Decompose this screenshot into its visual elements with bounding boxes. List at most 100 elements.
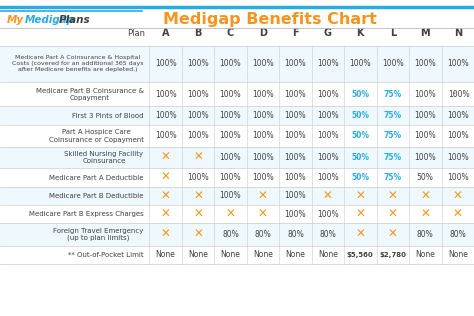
Text: Foreign Travel Emergency
(up to plan limits): Foreign Travel Emergency (up to plan lim… (53, 228, 144, 241)
Text: N: N (454, 28, 462, 38)
Text: ✕: ✕ (388, 189, 398, 203)
Text: 100%: 100% (284, 191, 306, 200)
Text: 100%: 100% (284, 153, 306, 162)
Text: 100%: 100% (252, 173, 274, 182)
Text: Medicare Part A Coinsurance & Hospital
Costs (covered for an additional 365 days: Medicare Part A Coinsurance & Hospital C… (12, 56, 144, 72)
Text: Plan: Plan (128, 29, 146, 38)
Text: G: G (324, 28, 332, 38)
Text: 100%: 100% (317, 111, 339, 120)
Text: 100%: 100% (219, 153, 241, 162)
Text: 75%: 75% (384, 90, 402, 99)
FancyBboxPatch shape (0, 223, 474, 246)
Text: ✕: ✕ (453, 208, 463, 221)
Text: 80%: 80% (255, 230, 271, 239)
Text: 100%: 100% (252, 59, 274, 69)
Text: None: None (415, 250, 435, 259)
Text: My: My (7, 15, 24, 25)
Text: ✕: ✕ (258, 208, 268, 221)
Text: 100%: 100% (219, 191, 241, 200)
Text: 100%: 100% (317, 210, 339, 219)
Text: None: None (318, 250, 338, 259)
Text: 100%: 100% (317, 153, 339, 162)
Text: 75%: 75% (384, 153, 402, 162)
Text: C: C (227, 28, 234, 38)
Text: None: None (188, 250, 208, 259)
Text: ✕: ✕ (193, 208, 203, 221)
Text: 100%: 100% (155, 59, 176, 69)
FancyBboxPatch shape (0, 46, 474, 82)
Text: 100%: 100% (187, 173, 209, 182)
Text: 50%: 50% (417, 173, 434, 182)
Text: ✕: ✕ (161, 171, 171, 184)
Text: Medigap: Medigap (25, 15, 75, 25)
Text: 100%: 100% (284, 111, 306, 120)
Text: 100%: 100% (219, 90, 241, 99)
Text: 50%: 50% (351, 111, 369, 120)
Text: Medicare Part B Deductible: Medicare Part B Deductible (49, 193, 144, 199)
FancyBboxPatch shape (0, 147, 474, 168)
Text: 100%: 100% (447, 131, 469, 140)
Text: 100%: 100% (219, 59, 241, 69)
Text: ✕: ✕ (356, 208, 365, 221)
Text: 100%: 100% (317, 173, 339, 182)
Text: 100%: 100% (219, 111, 241, 120)
Text: Skilled Nursing Facility
Coinsurance: Skilled Nursing Facility Coinsurance (64, 151, 144, 164)
Text: 100%: 100% (317, 90, 339, 99)
Text: ✕: ✕ (388, 228, 398, 241)
Text: ✕: ✕ (161, 151, 171, 164)
Text: 100%: 100% (219, 173, 241, 182)
FancyBboxPatch shape (0, 187, 474, 205)
Text: 100%: 100% (187, 59, 209, 69)
Text: $2,780: $2,780 (379, 252, 406, 258)
Text: 100%: 100% (447, 111, 469, 120)
Text: 100%: 100% (252, 90, 274, 99)
FancyBboxPatch shape (0, 106, 474, 125)
Text: 100%: 100% (414, 59, 436, 69)
Text: 100%: 100% (284, 210, 306, 219)
Text: 100%: 100% (382, 59, 404, 69)
Text: ✕: ✕ (453, 189, 463, 203)
Text: 100%: 100% (448, 90, 470, 99)
Text: Part A Hospice Care
Coinsurance or Copayment: Part A Hospice Care Coinsurance or Copay… (49, 129, 144, 143)
Text: 100%: 100% (414, 111, 436, 120)
Text: ✕: ✕ (420, 208, 430, 221)
Text: 75%: 75% (384, 131, 402, 140)
Text: *: * (453, 92, 456, 97)
Text: Medicare Part B Coinsurance &
Copayment: Medicare Part B Coinsurance & Copayment (36, 88, 144, 101)
Text: M: M (420, 28, 430, 38)
Text: 75%: 75% (384, 111, 402, 120)
Text: K: K (356, 28, 364, 38)
Text: F: F (292, 28, 299, 38)
FancyBboxPatch shape (0, 205, 474, 223)
Text: 100%: 100% (155, 131, 176, 140)
Text: 100%: 100% (187, 111, 209, 120)
FancyBboxPatch shape (0, 82, 474, 106)
Text: 100%: 100% (284, 90, 306, 99)
Text: Plans: Plans (58, 15, 90, 25)
Text: ✕: ✕ (356, 228, 365, 241)
Text: ✕: ✕ (193, 189, 203, 203)
Text: 80%: 80% (449, 230, 466, 239)
FancyBboxPatch shape (0, 246, 474, 264)
Text: A: A (162, 28, 169, 38)
Text: First 3 Pints of Blood: First 3 Pints of Blood (72, 113, 144, 118)
Text: 50%: 50% (351, 90, 369, 99)
Text: ✕: ✕ (388, 208, 398, 221)
Text: ✕: ✕ (226, 208, 236, 221)
Text: None: None (155, 250, 175, 259)
Text: ✕: ✕ (161, 189, 171, 203)
Text: D: D (259, 28, 267, 38)
Text: 100%: 100% (414, 153, 436, 162)
Text: 100%: 100% (414, 90, 436, 99)
Text: 50%: 50% (351, 173, 369, 182)
Text: 100%: 100% (317, 59, 339, 69)
Text: ✕: ✕ (420, 189, 430, 203)
Text: 100%: 100% (447, 59, 469, 69)
Text: 50%: 50% (351, 131, 369, 140)
Text: ** Out-of-Pocket Limit: ** Out-of-Pocket Limit (68, 252, 144, 258)
Text: 100%: 100% (349, 59, 371, 69)
Text: $5,560: $5,560 (347, 252, 374, 258)
Text: Medigap Benefits Chart: Medigap Benefits Chart (163, 12, 377, 27)
Text: 100%: 100% (284, 173, 306, 182)
Text: 80%: 80% (287, 230, 304, 239)
